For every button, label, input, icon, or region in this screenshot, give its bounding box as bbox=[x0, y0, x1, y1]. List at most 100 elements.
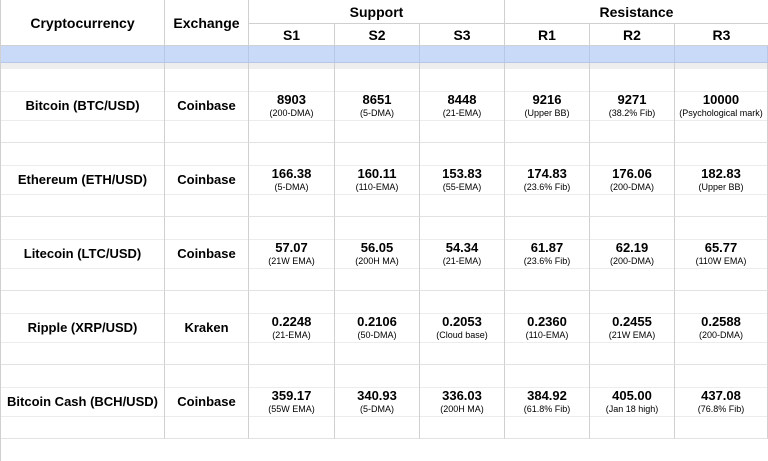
r2-cell[interactable]: 405.00 (Jan 18 high) bbox=[590, 365, 675, 439]
crypto-name: Bitcoin Cash (BCH/USD) bbox=[7, 394, 158, 409]
s1-cell[interactable]: 166.38 (5-DMA) bbox=[249, 143, 335, 217]
crypto-header[interactable]: Cryptocurrency bbox=[1, 0, 165, 46]
r2-cell[interactable]: 176.06 (200-DMA) bbox=[590, 143, 675, 217]
table-row: Ethereum (ETH/USD) Coinbase 166.38 (5-DMA) 1… bbox=[1, 143, 768, 217]
s3-cell[interactable]: 153.83 (55-EMA) bbox=[420, 143, 505, 217]
exchange-cell[interactable]: Coinbase bbox=[165, 69, 249, 143]
s3-value: 8448 bbox=[447, 92, 477, 107]
crypto-name-cell[interactable]: Ethereum (ETH/USD) bbox=[1, 143, 165, 217]
s3-header[interactable]: S3 bbox=[420, 24, 504, 46]
exchange-header[interactable]: Exchange bbox=[165, 0, 249, 46]
r2-value: 405.00 bbox=[612, 388, 652, 403]
r3-cell[interactable]: 0.2588 (200-DMA) bbox=[675, 291, 768, 365]
s2-value: 8651 bbox=[362, 92, 392, 107]
s1-cell[interactable]: 359.17 (55W EMA) bbox=[249, 365, 335, 439]
r3-value: 0.2588 bbox=[701, 314, 741, 329]
s3-cell[interactable]: 336.03 (200H MA) bbox=[420, 365, 505, 439]
r1-cell[interactable]: 0.2360 (110-EMA) bbox=[505, 291, 590, 365]
s2-cell[interactable]: 56.05 (200H MA) bbox=[335, 217, 420, 291]
table-row: Ripple (XRP/USD) Kraken 0.2248 (21-EMA) 0.21… bbox=[1, 291, 768, 365]
s3-cell[interactable]: 8448 (21-EMA) bbox=[420, 69, 505, 143]
s2-value: 0.2106 bbox=[357, 314, 397, 329]
r2-value: 0.2455 bbox=[612, 314, 652, 329]
r1-indicator-note: (23.6% Fib) bbox=[523, 256, 571, 266]
s3-cell[interactable]: 0.2053 (Cloud base) bbox=[420, 291, 505, 365]
crypto-name-cell[interactable]: Ripple (XRP/USD) bbox=[1, 291, 165, 365]
r3-value: 182.83 bbox=[701, 166, 741, 181]
exchange-cell[interactable]: Coinbase bbox=[165, 143, 249, 217]
s1-value: 166.38 bbox=[271, 166, 312, 181]
r1-cell[interactable]: 174.83 (23.6% Fib) bbox=[505, 143, 590, 217]
r2-indicator-note: (38.2% Fib) bbox=[608, 108, 656, 118]
r3-value: 65.77 bbox=[704, 240, 738, 255]
exchange-name: Coinbase bbox=[177, 98, 236, 113]
r3-cell[interactable]: 10000 (Psychological mark) bbox=[675, 69, 768, 143]
r3-header[interactable]: R3 bbox=[675, 24, 768, 46]
s3-indicator-note: (Cloud base) bbox=[436, 330, 488, 340]
s2-value: 340.93 bbox=[357, 388, 397, 403]
r2-indicator-note: (200-DMA) bbox=[609, 182, 654, 192]
s2-cell[interactable]: 160.11 (110-EMA) bbox=[335, 143, 420, 217]
r3-indicator-note: (76.8% Fib) bbox=[697, 404, 745, 414]
r3-cell[interactable]: 182.83 (Upper BB) bbox=[675, 143, 768, 217]
exchange-cell[interactable]: Coinbase bbox=[165, 365, 249, 439]
s1-cell[interactable]: 8903 (200-DMA) bbox=[249, 69, 335, 143]
resistance-header[interactable]: Resistance bbox=[505, 0, 768, 24]
crypto-name-cell[interactable]: Bitcoin (BTC/USD) bbox=[1, 69, 165, 143]
s1-indicator-note: (200-DMA) bbox=[269, 108, 314, 118]
r1-value: 174.83 bbox=[527, 166, 567, 181]
s1-indicator-note: (21W EMA) bbox=[268, 256, 315, 266]
r3-cell[interactable]: 65.77 (110W EMA) bbox=[675, 217, 768, 291]
r3-indicator-note: (200-DMA) bbox=[698, 330, 743, 340]
s3-indicator-note: (200H MA) bbox=[440, 404, 484, 414]
crypto-name: Litecoin (LTC/USD) bbox=[23, 246, 142, 261]
r2-cell[interactable]: 62.19 (200-DMA) bbox=[590, 217, 675, 291]
exchange-cell[interactable]: Kraken bbox=[165, 291, 249, 365]
r2-value: 62.19 bbox=[615, 240, 649, 255]
s3-indicator-note: (21-EMA) bbox=[442, 256, 482, 266]
crypto-name-cell[interactable]: Bitcoin Cash (BCH/USD) bbox=[1, 365, 165, 439]
r1-cell[interactable]: 61.87 (23.6% Fib) bbox=[505, 217, 590, 291]
s1-cell[interactable]: 0.2248 (21-EMA) bbox=[249, 291, 335, 365]
r2-indicator-note: (Jan 18 high) bbox=[605, 404, 659, 414]
s2-cell[interactable]: 0.2106 (50-DMA) bbox=[335, 291, 420, 365]
s3-cell[interactable]: 54.34 (21-EMA) bbox=[420, 217, 505, 291]
table-row: Litecoin (LTC/USD) Coinbase 57.07 (21W EMA)… bbox=[1, 217, 768, 291]
table-row: Bitcoin (BTC/USD) Coinbase 8903 (200-DMA) 86… bbox=[1, 69, 768, 143]
r1-cell[interactable]: 9216 (Upper BB) bbox=[505, 69, 590, 143]
s1-indicator-note: (21-EMA) bbox=[272, 330, 311, 340]
s1-header[interactable]: S1 bbox=[249, 24, 335, 46]
s1-value: 8903 bbox=[277, 92, 306, 107]
r2-value: 9271 bbox=[617, 92, 647, 107]
s2-cell[interactable]: 8651 (5-DMA) bbox=[335, 69, 420, 143]
crypto-name: Ripple (XRP/USD) bbox=[27, 320, 138, 335]
r1-header[interactable]: R1 bbox=[505, 24, 590, 46]
crypto-name-cell[interactable]: Litecoin (LTC/USD) bbox=[1, 217, 165, 291]
r2-header[interactable]: R2 bbox=[590, 24, 675, 46]
r1-value: 9216 bbox=[532, 92, 562, 107]
s2-indicator-note: (5-DMA) bbox=[360, 108, 394, 118]
r2-cell[interactable]: 0.2455 (21W EMA) bbox=[590, 291, 675, 365]
exchange-name: Kraken bbox=[184, 320, 229, 335]
highlight-band-row[interactable] bbox=[1, 46, 768, 63]
r2-cell[interactable]: 9271 (38.2% Fib) bbox=[590, 69, 675, 143]
r2-indicator-note: (21W EMA) bbox=[608, 330, 656, 340]
s2-indicator-note: (200H MA) bbox=[355, 256, 399, 266]
r1-indicator-note: (23.6% Fib) bbox=[523, 182, 571, 192]
s2-value: 56.05 bbox=[360, 240, 394, 255]
s2-header[interactable]: S2 bbox=[335, 24, 420, 46]
exchange-cell[interactable]: Coinbase bbox=[165, 217, 249, 291]
r2-indicator-note: (200-DMA) bbox=[609, 256, 654, 266]
crypto-name: Bitcoin (BTC/USD) bbox=[25, 98, 140, 113]
r1-indicator-note: (110-EMA) bbox=[525, 330, 569, 340]
r3-indicator-note: (Psychological mark) bbox=[679, 108, 763, 118]
r1-indicator-note: (61.8% Fib) bbox=[523, 404, 571, 414]
s1-cell[interactable]: 57.07 (21W EMA) bbox=[249, 217, 335, 291]
r1-cell[interactable]: 384.92 (61.8% Fib) bbox=[505, 365, 590, 439]
s1-indicator-note: (5-DMA) bbox=[274, 182, 309, 192]
r3-cell[interactable]: 437.08 (76.8% Fib) bbox=[675, 365, 768, 439]
s2-cell[interactable]: 340.93 (5-DMA) bbox=[335, 365, 420, 439]
s3-indicator-note: (55-EMA) bbox=[442, 182, 482, 192]
support-header[interactable]: Support bbox=[249, 0, 504, 24]
